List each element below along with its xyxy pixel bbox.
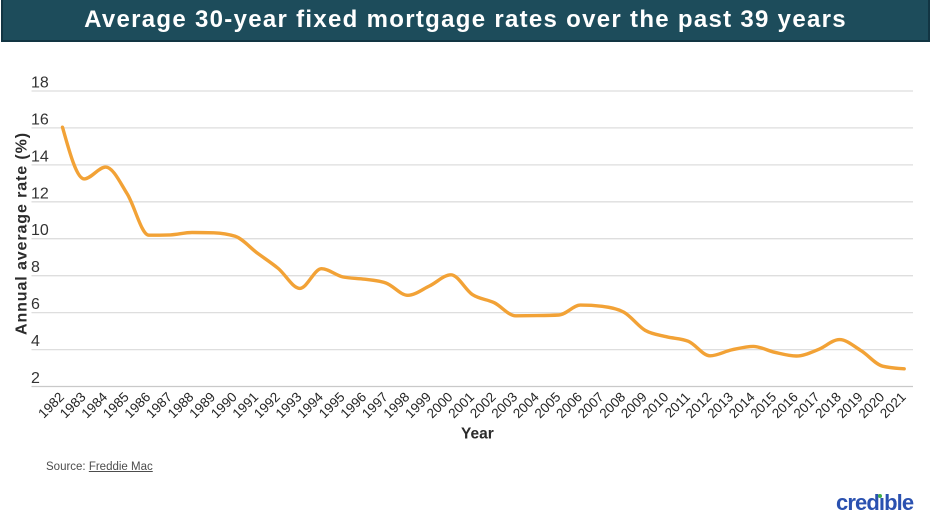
svg-text:18: 18 bbox=[31, 75, 49, 92]
svg-text:14: 14 bbox=[31, 148, 49, 165]
svg-text:6: 6 bbox=[31, 296, 40, 313]
svg-text:Year: Year bbox=[461, 426, 494, 443]
svg-text:10: 10 bbox=[31, 222, 49, 239]
svg-text:12: 12 bbox=[31, 185, 49, 202]
svg-text:8: 8 bbox=[31, 259, 40, 276]
svg-text:2: 2 bbox=[31, 370, 40, 387]
svg-text:4: 4 bbox=[31, 333, 40, 350]
svg-text:Annual average rate (%): Annual average rate (%) bbox=[13, 132, 30, 335]
svg-text:2021: 2021 bbox=[877, 389, 909, 421]
svg-text:16: 16 bbox=[31, 111, 49, 128]
